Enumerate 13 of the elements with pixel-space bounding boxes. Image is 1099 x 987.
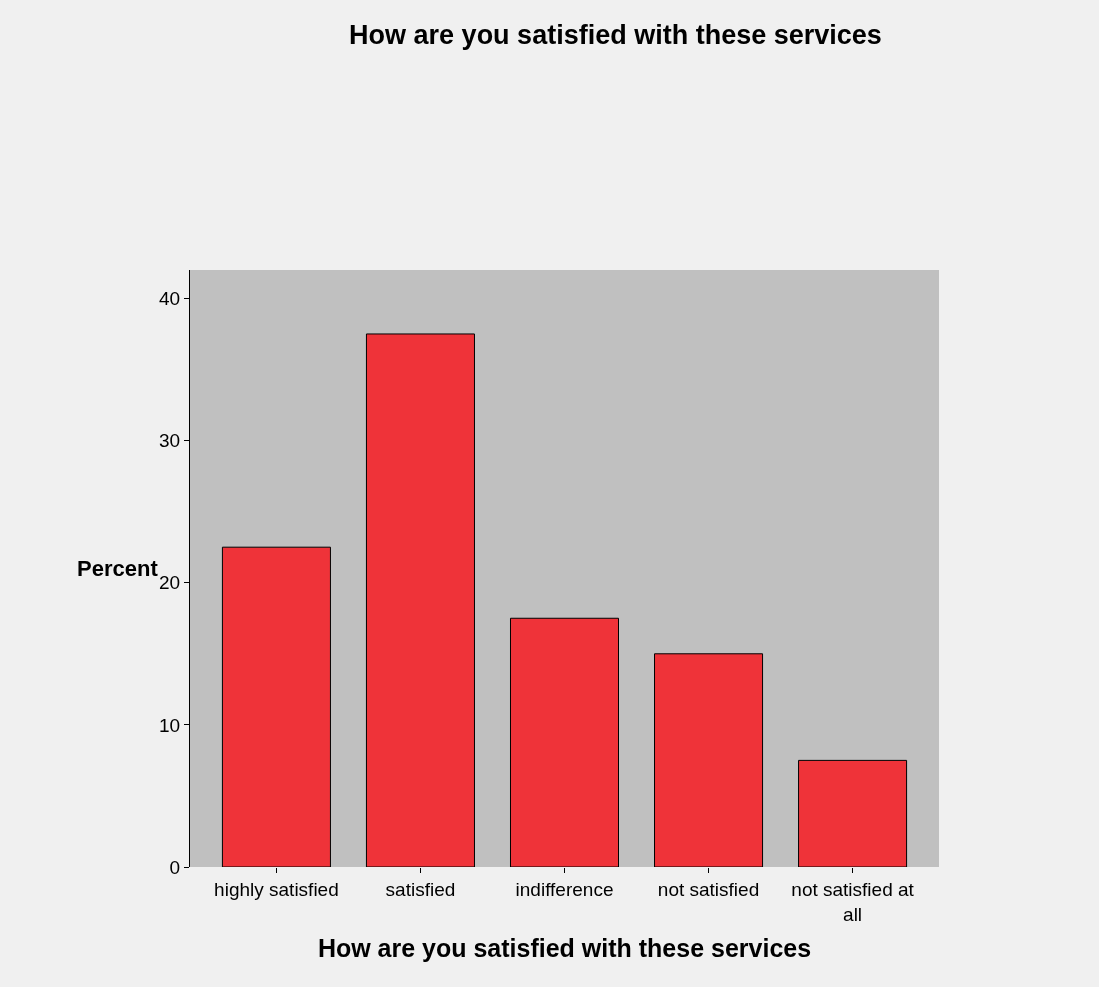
y-tick-label: 0 <box>169 856 181 878</box>
y-tick-label: 20 <box>159 572 181 594</box>
y-tick-label: 30 <box>159 430 181 452</box>
y-tick-label: 40 <box>159 288 181 310</box>
y-tick-label: 10 <box>159 714 181 736</box>
x-tick-label: highly satisfied <box>214 878 339 900</box>
x-tick-label: not satisfied <box>657 878 760 900</box>
x-axis-title: How are you satisfied with these services <box>317 933 812 962</box>
x-tick-label: not satisfied at all <box>791 878 915 925</box>
x-tick-label: satisfied <box>385 878 456 900</box>
x-tick-label: indifference <box>515 878 614 900</box>
y-axis-title: Percent <box>77 556 159 581</box>
chart-title: How are you satisfied with these services <box>349 19 882 50</box>
